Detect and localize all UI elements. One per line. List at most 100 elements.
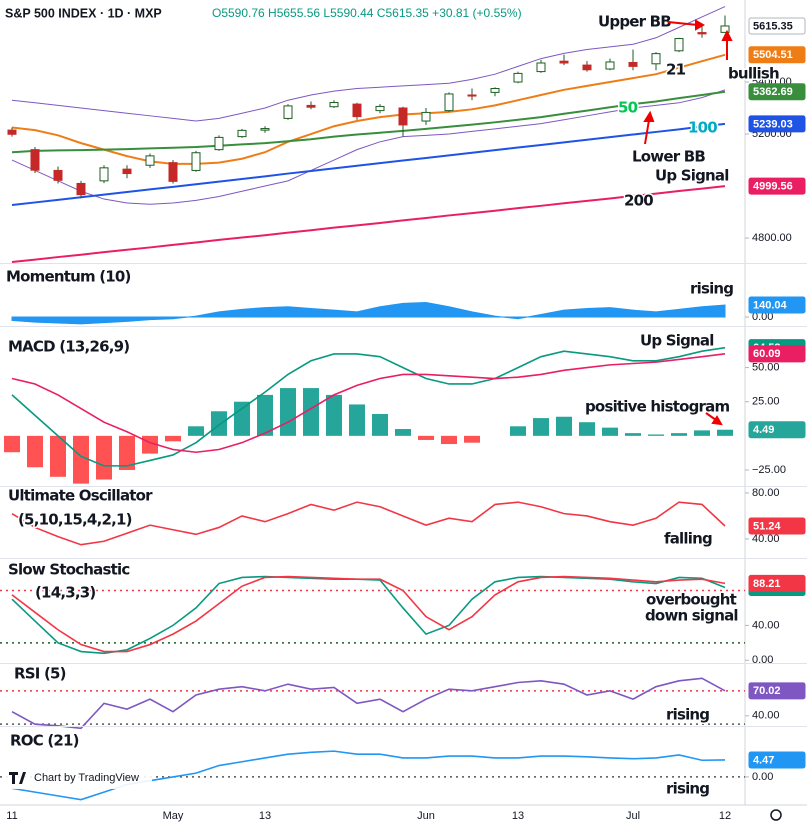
badge-text: 140.04	[753, 299, 788, 311]
last-value-badge: 4.47	[748, 751, 806, 769]
annotation: rising	[666, 706, 709, 724]
histogram-bar	[188, 426, 204, 436]
badge-text: 51.24	[753, 520, 781, 532]
annotation: 21	[666, 61, 686, 79]
arrow	[667, 21, 699, 26]
y-tick-label: 4800.00	[752, 232, 792, 244]
last-value-badge: 5504.51	[748, 46, 806, 64]
histogram-bar	[326, 394, 342, 436]
last-value-badge: 4.49	[748, 421, 806, 439]
candle-body	[260, 128, 270, 131]
candle-body	[53, 169, 63, 181]
candle-body	[444, 93, 454, 112]
badge-bg	[748, 751, 806, 769]
candle-body	[306, 104, 316, 108]
ohlc: O5590.76 H5655.56 L5590.44 C5615.35 +30.…	[212, 6, 522, 20]
indicator-line	[11, 501, 726, 546]
histogram-bar	[648, 434, 664, 436]
histogram-bar	[4, 435, 20, 453]
candle-body	[674, 38, 684, 52]
annotation: bullish	[728, 65, 779, 83]
histogram-bar	[395, 429, 411, 436]
chart-title: S&P 500 INDEX · 1D · MXP	[5, 6, 162, 20]
candle-body	[352, 103, 362, 118]
badge-text: 5239.03	[753, 118, 793, 130]
indicator-line	[11, 575, 726, 653]
histogram-bar	[211, 411, 227, 436]
arrow	[705, 412, 717, 421]
last-value-badge: 4999.56	[748, 177, 806, 195]
candle-body	[628, 61, 638, 67]
watermark-bg	[4, 767, 152, 789]
indicator-line	[11, 89, 726, 205]
area	[11, 301, 726, 325]
badge-bg	[748, 83, 806, 101]
annotation: (14,3,3)	[35, 584, 95, 602]
histogram-bar	[27, 435, 43, 468]
candle-body	[237, 129, 247, 138]
candle-body	[145, 155, 155, 166]
y-tick-label: 40.00	[752, 619, 780, 631]
annotation: positive histogram	[585, 398, 729, 416]
indicator-line	[11, 53, 726, 165]
y-tick-label: 0.00	[752, 654, 773, 666]
annotation: (5,10,15,4,2,1)	[18, 511, 132, 529]
candle-body	[582, 64, 592, 71]
candle-body	[490, 87, 500, 93]
histogram-bar	[602, 427, 618, 436]
indicator-line	[11, 6, 726, 122]
histogram-bar	[717, 429, 733, 436]
badge-bg	[748, 517, 806, 535]
watermark-text: Chart by TradingView	[34, 772, 139, 784]
badge-bg	[748, 115, 806, 133]
histogram-bar	[165, 435, 181, 442]
x-tick-label: 11	[6, 810, 17, 822]
histogram-bar	[418, 435, 434, 440]
annotation: rising	[690, 280, 733, 298]
candle-body	[467, 94, 477, 97]
badge-text: 4.49	[753, 424, 774, 436]
last-value-badge: 5362.69	[748, 83, 806, 101]
histogram-bar	[671, 433, 687, 436]
annotation: Ultimate Oscillator	[8, 487, 153, 505]
badge-bg	[748, 46, 806, 64]
x-tick-label: May	[163, 810, 184, 822]
settings-icon[interactable]	[770, 809, 782, 821]
histogram-bar	[119, 435, 135, 470]
x-tick-label: 13	[259, 810, 271, 822]
badge-bg	[748, 574, 806, 592]
y-tick-label: 40.00	[752, 533, 780, 545]
last-value-badge: 88.21	[748, 574, 806, 592]
histogram-bar	[372, 414, 388, 436]
y-tick-label: 80.00	[752, 487, 780, 499]
candle-body	[30, 149, 40, 171]
candle-body	[720, 25, 730, 33]
badge-text: 70.02	[753, 685, 781, 697]
x-tick-label: Jul	[626, 810, 640, 822]
annotation-arrows	[643, 19, 733, 426]
annotation: rising	[666, 780, 709, 798]
badge-bg	[748, 17, 806, 35]
annotation: overbought	[646, 591, 737, 609]
gear[interactable]	[770, 809, 782, 821]
candle-body	[375, 105, 385, 112]
candle-body	[214, 136, 224, 151]
y-tick-label: 50.00	[752, 361, 780, 373]
indicator-line	[11, 353, 726, 454]
histogram-bar	[625, 433, 641, 436]
candle-body	[7, 129, 17, 135]
badge-text: 5504.51	[753, 49, 793, 61]
candle-body	[168, 162, 178, 182]
candle-body	[559, 60, 569, 64]
annotation: Up Signal	[640, 332, 714, 350]
badge-bg	[748, 345, 806, 363]
badge-text: 5615.35	[753, 20, 793, 32]
histogram-bar	[694, 430, 710, 436]
annotation: MACD (13,26,9)	[8, 338, 129, 356]
annotation: Up Signal	[655, 167, 729, 185]
candle-body	[122, 168, 132, 175]
histogram-bar	[50, 435, 66, 477]
candle-body	[697, 32, 707, 35]
arrow-head	[711, 415, 723, 426]
